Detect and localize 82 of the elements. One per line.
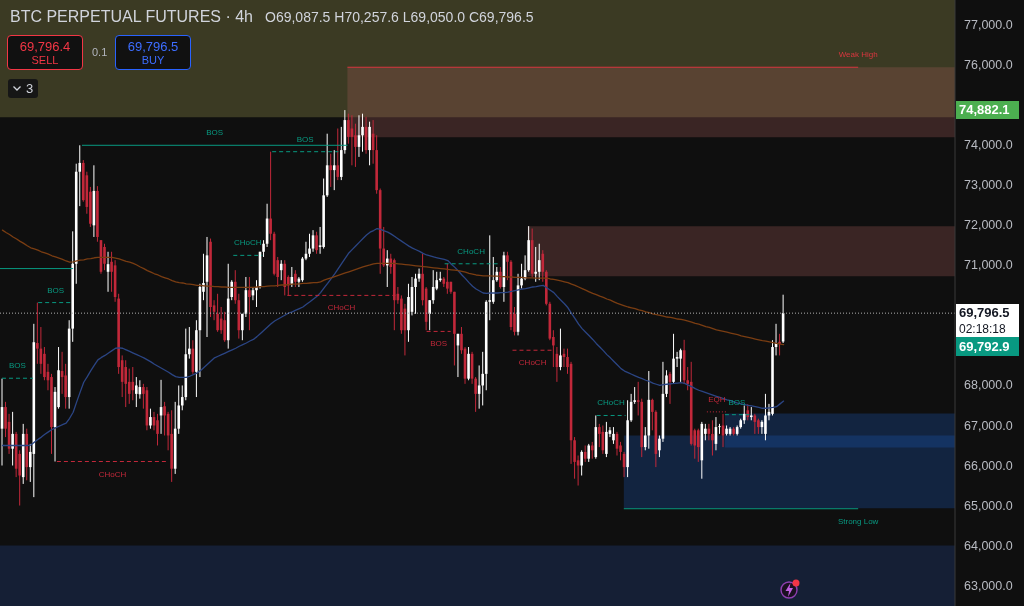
candlestick bbox=[188, 326, 191, 360]
y-tick-label: 64,000.0 bbox=[964, 538, 1013, 553]
candlestick bbox=[534, 246, 537, 283]
ref-line-label: BOS bbox=[47, 285, 65, 295]
y-tick-label: 63,000.0 bbox=[964, 578, 1013, 593]
ref-line-label: EQH bbox=[708, 394, 726, 404]
y-tick-label: 71,000.0 bbox=[964, 258, 1013, 273]
ref-line-label: CHoCH bbox=[233, 238, 262, 248]
candlestick bbox=[541, 249, 545, 283]
ref-line-label: BOS bbox=[9, 361, 26, 371]
candlestick bbox=[149, 408, 152, 430]
y-tick-label: 65,000.0 bbox=[964, 498, 1013, 513]
annotation: O69,087.5 H70,257.6 L69,050.0 C69,796.5 bbox=[265, 9, 534, 25]
ref-line-label: Strong Low bbox=[837, 516, 879, 526]
text: 69,792.9 bbox=[956, 337, 1019, 356]
text: BTC PERPETUAL FUTURES · 4h bbox=[10, 8, 254, 26]
ref-line-label: Weak High bbox=[838, 50, 878, 60]
candlestick bbox=[279, 259, 283, 281]
ref-line-label: 69,796.5 bbox=[956, 304, 1019, 323]
candlestick bbox=[414, 273, 417, 315]
candlestick bbox=[135, 376, 138, 408]
candlestick bbox=[361, 113, 364, 153]
annotation: 69,796.4 bbox=[19, 38, 71, 54]
candlestick bbox=[269, 151, 272, 241]
candlestick bbox=[446, 263, 449, 295]
candlestick bbox=[103, 243, 106, 271]
candlestick bbox=[131, 366, 135, 401]
candlestick bbox=[223, 311, 226, 343]
dropdown-button: 3 bbox=[8, 79, 38, 98]
candlestick bbox=[605, 421, 608, 458]
annotation: 3 bbox=[26, 81, 34, 96]
candlestick bbox=[428, 299, 431, 331]
y-tick-label: 76,000.0 bbox=[964, 58, 1013, 73]
candlestick bbox=[764, 393, 767, 441]
y-tick-label: 66,000.0 bbox=[964, 458, 1013, 473]
ref-line-label: CHoCH bbox=[457, 246, 486, 256]
y-tick-label: 73,000.0 bbox=[964, 178, 1013, 193]
y-tick-label: 72,000.0 bbox=[964, 218, 1013, 233]
candlestick bbox=[580, 449, 583, 477]
candlestick bbox=[368, 121, 371, 166]
candlestick bbox=[481, 351, 484, 406]
ref-line-label: BOS bbox=[296, 134, 314, 144]
candlestick bbox=[156, 413, 159, 446]
candlestick bbox=[672, 333, 675, 385]
candlestick bbox=[696, 428, 700, 463]
candlestick bbox=[559, 328, 562, 371]
ref-line-label: CHoCH bbox=[98, 469, 127, 479]
candlestick bbox=[124, 359, 128, 408]
candlestick bbox=[315, 231, 318, 255]
candlestick bbox=[491, 256, 495, 305]
ref-line-label: CHoCH bbox=[597, 398, 626, 408]
candlestick bbox=[537, 243, 541, 281]
ref-line-label: CHoCH bbox=[327, 303, 356, 313]
y-tick-label: 67,000.0 bbox=[964, 418, 1013, 433]
y-tick-label: 77,000.0 bbox=[964, 18, 1013, 33]
text: 02:18:18 bbox=[956, 322, 1019, 337]
candlestick bbox=[679, 348, 682, 383]
ref-line-label: CHoCH bbox=[518, 358, 547, 368]
candlestick bbox=[711, 419, 714, 456]
annotation: BUY bbox=[141, 53, 165, 67]
candlestick bbox=[127, 368, 131, 405]
candlestick bbox=[216, 293, 219, 333]
y-tick-label: 68,000.0 bbox=[964, 378, 1013, 393]
line-series bbox=[1, 227, 785, 447]
candlestick bbox=[308, 233, 311, 258]
candlestick bbox=[431, 269, 435, 305]
candlestick bbox=[248, 276, 251, 331]
sell-button: 69,796.4 SELL bbox=[7, 35, 83, 70]
text: 74,882.1 bbox=[956, 101, 1019, 119]
candlestick bbox=[11, 411, 14, 467]
ref-line-label: BOS bbox=[206, 128, 224, 138]
candlestick bbox=[742, 404, 746, 425]
candlestick bbox=[499, 266, 502, 290]
line-series bbox=[1, 229, 785, 346]
y-tick-label: 74,000.0 bbox=[964, 138, 1013, 153]
annotation: 0.1 bbox=[92, 46, 108, 58]
annotation: 69,796.5 bbox=[127, 38, 179, 54]
ref-line-label: BOS bbox=[430, 339, 448, 349]
buy-button: 69,796.5 BUY bbox=[115, 35, 191, 70]
candlestick bbox=[329, 153, 333, 188]
candlestick bbox=[332, 149, 336, 191]
annotation: SELL bbox=[31, 53, 59, 67]
